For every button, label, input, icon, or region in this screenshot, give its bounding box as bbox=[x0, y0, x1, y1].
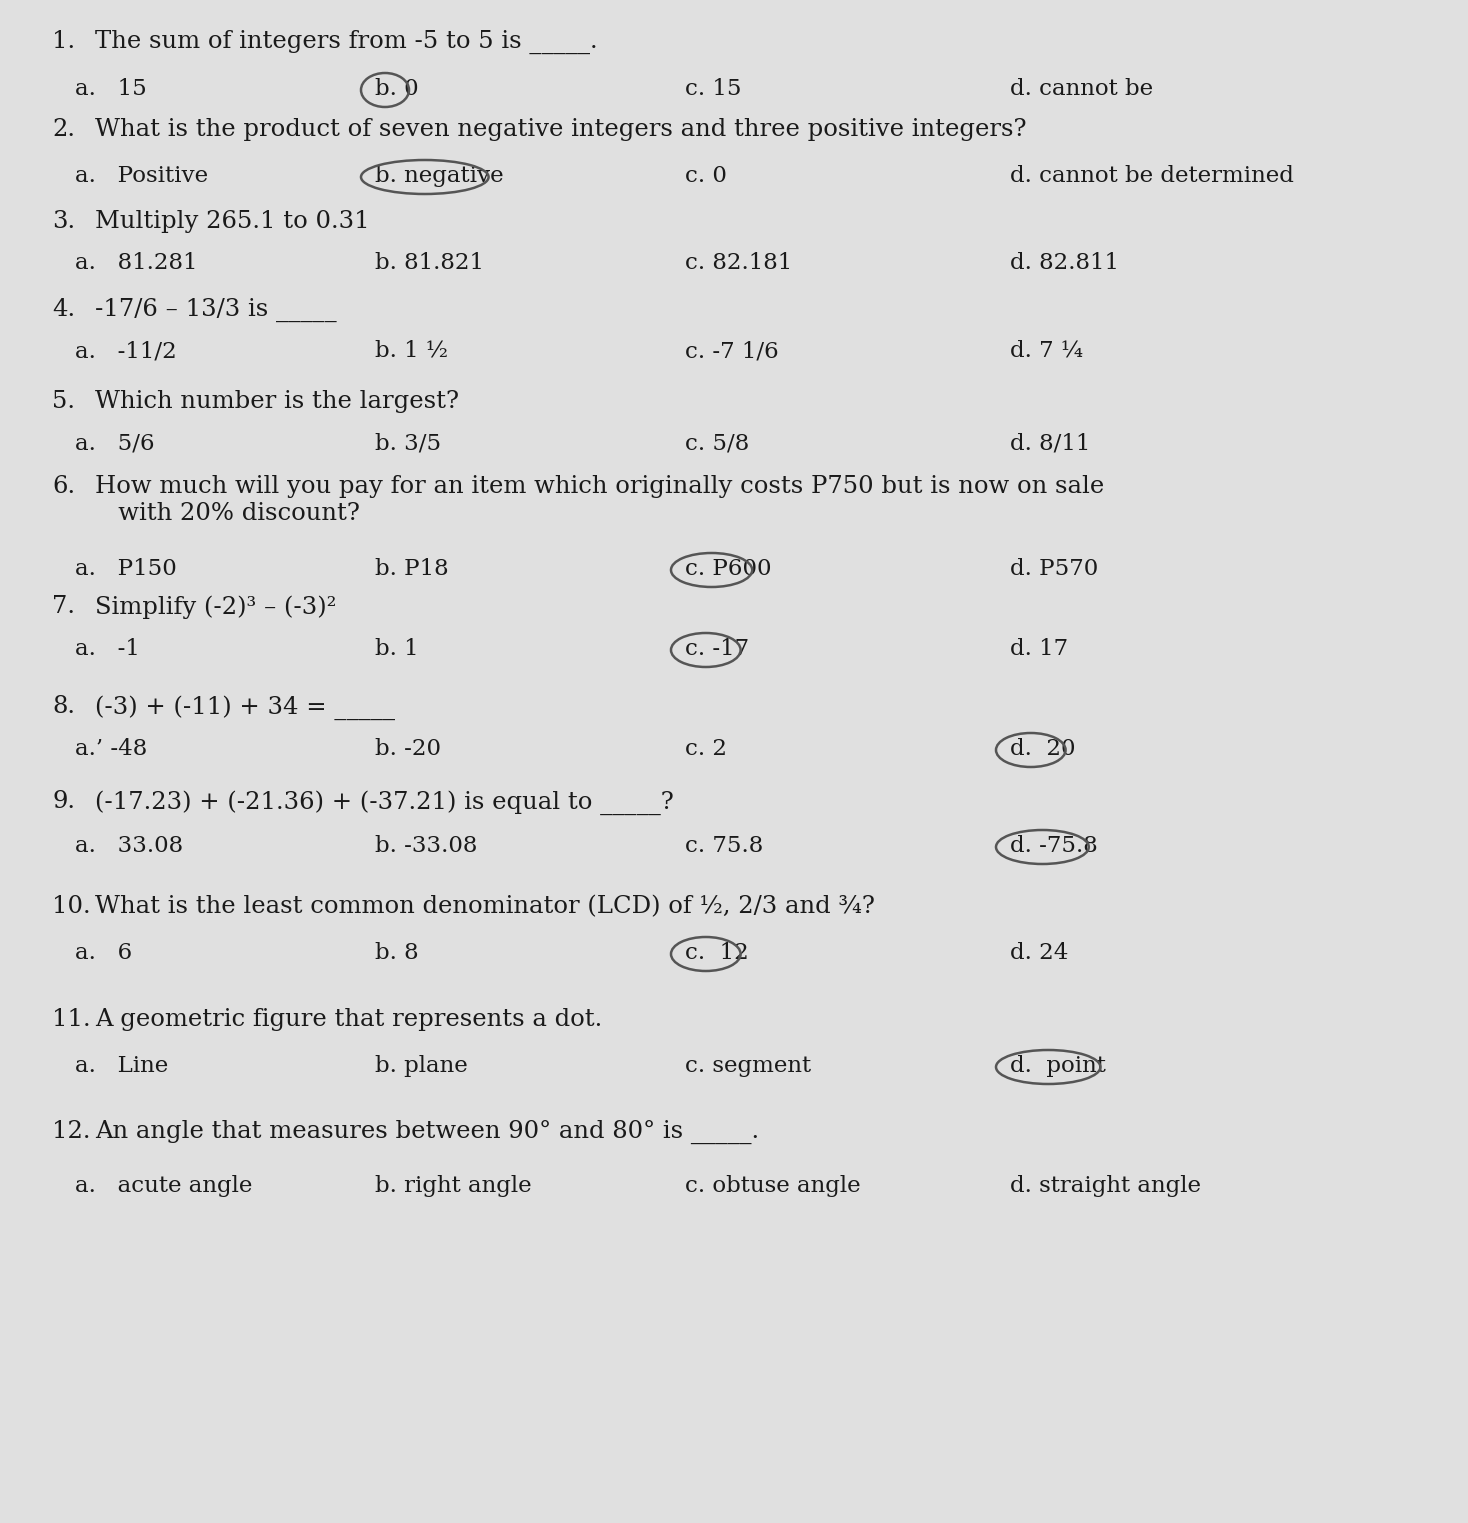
Text: c.  12: c. 12 bbox=[686, 943, 749, 964]
Text: (-3) + (-11) + 34 = _____: (-3) + (-11) + 34 = _____ bbox=[95, 694, 395, 720]
Text: a.   15: a. 15 bbox=[75, 78, 147, 101]
Text: (-17.23) + (-21.36) + (-37.21) is equal to _____?: (-17.23) + (-21.36) + (-37.21) is equal … bbox=[95, 790, 674, 815]
Text: c. obtuse angle: c. obtuse angle bbox=[686, 1176, 860, 1197]
Text: c. -17: c. -17 bbox=[686, 638, 749, 659]
Text: a.   81.281: a. 81.281 bbox=[75, 251, 198, 274]
Text: c. 15: c. 15 bbox=[686, 78, 741, 101]
Text: b. -33.08: b. -33.08 bbox=[374, 835, 477, 857]
Text: c. 0: c. 0 bbox=[686, 164, 727, 187]
Text: How much will you pay for an item which originally costs P750 but is now on sale: How much will you pay for an item which … bbox=[95, 475, 1104, 498]
Text: A geometric figure that represents a dot.: A geometric figure that represents a dot… bbox=[95, 1008, 602, 1031]
Text: b. P18: b. P18 bbox=[374, 557, 449, 580]
Text: The sum of integers from -5 to 5 is _____.: The sum of integers from -5 to 5 is ____… bbox=[95, 30, 597, 55]
Text: a.   -1: a. -1 bbox=[75, 638, 139, 659]
Text: d.  point: d. point bbox=[1010, 1055, 1105, 1077]
Text: b. 3/5: b. 3/5 bbox=[374, 433, 440, 454]
Text: c. 5/8: c. 5/8 bbox=[686, 433, 749, 454]
Text: -17/6 – 13/3 is _____: -17/6 – 13/3 is _____ bbox=[95, 299, 336, 323]
Text: 3.: 3. bbox=[51, 210, 75, 233]
Text: a.   acute angle: a. acute angle bbox=[75, 1176, 252, 1197]
Text: b. 0: b. 0 bbox=[374, 78, 418, 101]
Text: d. 7 ¼: d. 7 ¼ bbox=[1010, 340, 1083, 362]
Text: b. negative: b. negative bbox=[374, 164, 504, 187]
Text: d. 82.811: d. 82.811 bbox=[1010, 251, 1119, 274]
Text: d. P570: d. P570 bbox=[1010, 557, 1098, 580]
Text: a.   -11/2: a. -11/2 bbox=[75, 340, 176, 362]
Text: What is the least common denominator (LCD) of ½, 2/3 and ¾?: What is the least common denominator (LC… bbox=[95, 896, 875, 918]
Text: Which number is the largest?: Which number is the largest? bbox=[95, 390, 459, 413]
Text: a.   33.08: a. 33.08 bbox=[75, 835, 184, 857]
Text: b. right angle: b. right angle bbox=[374, 1176, 531, 1197]
Text: d. -75.8: d. -75.8 bbox=[1010, 835, 1098, 857]
Text: An angle that measures between 90° and 80° is _____.: An angle that measures between 90° and 8… bbox=[95, 1119, 759, 1144]
Text: a.   P150: a. P150 bbox=[75, 557, 176, 580]
Text: d. cannot be: d. cannot be bbox=[1010, 78, 1154, 101]
Text: a.   Line: a. Line bbox=[75, 1055, 169, 1077]
Text: 11.: 11. bbox=[51, 1008, 91, 1031]
Text: b. 8: b. 8 bbox=[374, 943, 418, 964]
Text: c. -7 1/6: c. -7 1/6 bbox=[686, 340, 778, 362]
Text: Multiply 265.1 to 0.31: Multiply 265.1 to 0.31 bbox=[95, 210, 370, 233]
Text: a.   Positive: a. Positive bbox=[75, 164, 208, 187]
Text: 6.: 6. bbox=[51, 475, 75, 498]
Text: 12.: 12. bbox=[51, 1119, 91, 1142]
Text: b. -20: b. -20 bbox=[374, 739, 440, 760]
Text: d. cannot be determined: d. cannot be determined bbox=[1010, 164, 1293, 187]
Text: 4.: 4. bbox=[51, 299, 75, 321]
Text: 1.: 1. bbox=[51, 30, 75, 53]
Text: 7.: 7. bbox=[51, 595, 75, 618]
Text: What is the product of seven negative integers and three positive integers?: What is the product of seven negative in… bbox=[95, 117, 1026, 142]
Text: Simplify (-2)³ – (-3)²: Simplify (-2)³ – (-3)² bbox=[95, 595, 336, 618]
Text: c. 82.181: c. 82.181 bbox=[686, 251, 793, 274]
Text: b. 1 ½: b. 1 ½ bbox=[374, 340, 448, 362]
Text: d.  20: d. 20 bbox=[1010, 739, 1076, 760]
Text: a.’ -48: a.’ -48 bbox=[75, 739, 147, 760]
Text: 10.: 10. bbox=[51, 896, 91, 918]
Text: a.   5/6: a. 5/6 bbox=[75, 433, 154, 454]
Text: with 20% discount?: with 20% discount? bbox=[95, 503, 360, 525]
Text: b. plane: b. plane bbox=[374, 1055, 468, 1077]
Text: d. 8/11: d. 8/11 bbox=[1010, 433, 1091, 454]
Text: 5.: 5. bbox=[51, 390, 75, 413]
Text: c. P600: c. P600 bbox=[686, 557, 772, 580]
Text: d. straight angle: d. straight angle bbox=[1010, 1176, 1201, 1197]
Text: b. 81.821: b. 81.821 bbox=[374, 251, 484, 274]
Text: 2.: 2. bbox=[51, 117, 75, 142]
Text: c. segment: c. segment bbox=[686, 1055, 812, 1077]
Text: d. 24: d. 24 bbox=[1010, 943, 1069, 964]
Text: b. 1: b. 1 bbox=[374, 638, 418, 659]
Text: a.   6: a. 6 bbox=[75, 943, 132, 964]
Text: 8.: 8. bbox=[51, 694, 75, 717]
Text: c. 75.8: c. 75.8 bbox=[686, 835, 763, 857]
Text: 9.: 9. bbox=[51, 790, 75, 813]
Text: c. 2: c. 2 bbox=[686, 739, 727, 760]
Text: d. 17: d. 17 bbox=[1010, 638, 1069, 659]
